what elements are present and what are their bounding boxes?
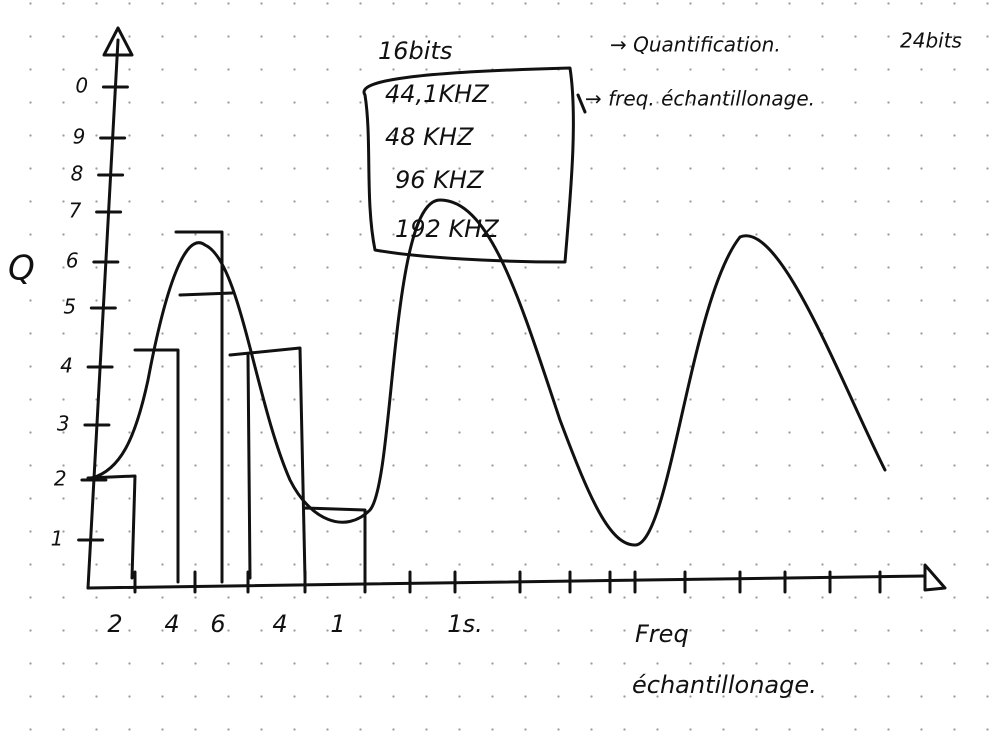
x-ticks: 2 4 6 4 1 1s. bbox=[107, 570, 882, 638]
x-axis bbox=[86, 574, 927, 590]
x-title: échantillonage. bbox=[632, 671, 817, 699]
y-tick-label: 5 bbox=[63, 295, 76, 319]
y-tick-label: 7 bbox=[69, 199, 82, 223]
x-title: Freq bbox=[635, 620, 689, 648]
y-tick-label: 3 bbox=[57, 412, 70, 436]
y-axis bbox=[86, 38, 120, 590]
rate: 48 KHZ bbox=[385, 123, 474, 151]
rate: 96 KHZ bbox=[395, 166, 484, 194]
note: → freq. échantillonage. bbox=[585, 87, 815, 111]
y-tick-label: 0 bbox=[75, 74, 88, 98]
x-arrow bbox=[923, 563, 947, 592]
y-ticks: 1 2 3 4 5 6 7 8 9 0 bbox=[51, 74, 129, 551]
rate-box bbox=[362, 66, 575, 264]
note: → Quantification. bbox=[610, 33, 781, 57]
x-tick-label: 4 bbox=[272, 610, 287, 638]
y-arrow bbox=[102, 26, 134, 57]
arrow-line bbox=[576, 93, 587, 114]
wave bbox=[90, 198, 887, 547]
y-tick-label: 1 bbox=[51, 527, 64, 551]
y-tick-label: 2 bbox=[54, 467, 67, 491]
x-tick-label: 6 bbox=[210, 610, 225, 638]
y-label: Q bbox=[8, 249, 35, 289]
y-tick-label: 8 bbox=[71, 162, 84, 186]
box-header: 16bits bbox=[378, 37, 452, 65]
rate: 192 KHZ bbox=[395, 215, 499, 243]
x-tick-label: 4 bbox=[164, 610, 179, 638]
y-tick-label: 6 bbox=[66, 249, 79, 273]
sample-bars bbox=[86, 230, 367, 584]
y-tick-label: 4 bbox=[60, 354, 73, 378]
x-tick-label: 1s. bbox=[447, 610, 482, 638]
x-tick-label: 2 bbox=[107, 610, 122, 638]
rate: 44,1KHZ bbox=[385, 80, 489, 108]
note: 24bits bbox=[900, 29, 962, 53]
y-tick-label: 9 bbox=[73, 125, 86, 149]
x-tick-label: 1 bbox=[330, 610, 345, 638]
